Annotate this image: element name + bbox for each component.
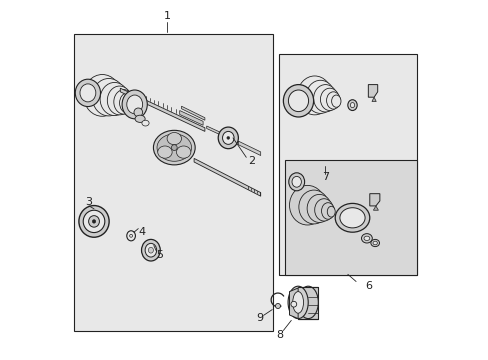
Ellipse shape [291,176,301,187]
Ellipse shape [158,146,172,158]
Ellipse shape [120,93,135,113]
Polygon shape [238,141,260,156]
Ellipse shape [335,203,369,232]
Polygon shape [179,111,203,125]
Polygon shape [194,158,260,196]
Circle shape [134,108,142,117]
Ellipse shape [126,231,135,241]
Polygon shape [371,97,375,102]
Ellipse shape [298,286,318,319]
Text: 8: 8 [276,330,283,340]
Ellipse shape [283,85,313,117]
Ellipse shape [107,86,132,115]
Circle shape [129,234,132,237]
Ellipse shape [305,80,334,113]
Polygon shape [181,106,204,120]
Polygon shape [367,85,377,97]
Ellipse shape [75,79,101,107]
Circle shape [275,303,280,309]
Ellipse shape [126,95,142,114]
Ellipse shape [100,82,129,116]
Text: 9: 9 [256,312,263,323]
Ellipse shape [361,234,371,243]
Ellipse shape [314,199,333,221]
Ellipse shape [370,239,379,247]
Ellipse shape [292,292,303,313]
Ellipse shape [124,96,136,112]
Ellipse shape [114,90,134,114]
Ellipse shape [83,75,121,116]
Ellipse shape [141,239,160,261]
Ellipse shape [176,146,190,158]
Ellipse shape [339,208,365,228]
Ellipse shape [148,247,153,253]
Text: 5: 5 [156,249,163,260]
Polygon shape [120,88,204,131]
Polygon shape [369,194,379,206]
Circle shape [92,220,96,223]
Ellipse shape [80,84,96,102]
Ellipse shape [122,90,147,119]
Polygon shape [373,206,378,210]
Text: 3: 3 [85,197,92,207]
Ellipse shape [287,286,307,319]
Polygon shape [289,288,298,319]
Polygon shape [298,287,318,319]
Ellipse shape [298,190,328,224]
Ellipse shape [347,100,356,111]
Text: 1: 1 [163,11,170,21]
Ellipse shape [363,236,369,240]
Ellipse shape [372,241,377,245]
Ellipse shape [320,88,339,111]
Ellipse shape [313,85,337,112]
Polygon shape [206,126,224,137]
Circle shape [171,145,177,150]
Text: 4: 4 [138,227,145,237]
Ellipse shape [321,203,334,219]
Circle shape [290,301,296,307]
Bar [278,54,416,275]
Ellipse shape [222,131,234,144]
Ellipse shape [331,95,340,107]
Ellipse shape [153,130,195,165]
Ellipse shape [83,210,104,233]
Bar [73,34,273,331]
Ellipse shape [297,76,331,115]
Ellipse shape [326,206,335,217]
Circle shape [226,136,229,139]
Ellipse shape [289,185,325,225]
Ellipse shape [349,103,354,108]
Ellipse shape [306,194,331,222]
Bar [285,160,416,275]
Ellipse shape [157,134,191,161]
Ellipse shape [218,127,238,149]
Ellipse shape [92,78,125,116]
Ellipse shape [167,132,181,145]
Ellipse shape [145,243,156,257]
Text: 2: 2 [247,156,255,166]
Text: 7: 7 [321,172,328,182]
Ellipse shape [326,92,340,109]
Ellipse shape [88,216,99,227]
Ellipse shape [288,90,308,112]
Ellipse shape [135,115,145,122]
Text: 6: 6 [365,281,371,291]
Ellipse shape [288,173,304,191]
Ellipse shape [79,206,109,237]
Ellipse shape [142,120,149,126]
